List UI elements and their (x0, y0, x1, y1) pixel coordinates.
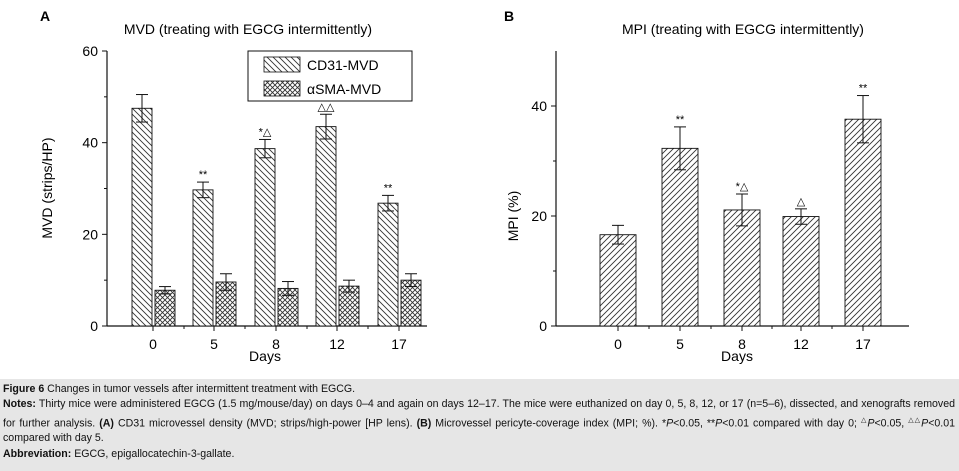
panel-b-y-label: MPI (%) (505, 191, 521, 242)
panel-a-y-label: MVD (strips/HP) (39, 137, 55, 238)
bar (782, 216, 820, 327)
x-tick-label: 8 (272, 336, 280, 352)
y-tick-label: 20 (531, 208, 547, 224)
significance-label: ** (199, 169, 208, 181)
significance-label: *△ (259, 126, 272, 138)
bar (599, 234, 637, 327)
bar (154, 289, 176, 327)
caption-sig-1-p: P (666, 417, 674, 430)
caption-sig-4-p: P (921, 417, 929, 430)
panel-a: A MVD (treating with EGCG intermittently… (39, 8, 427, 364)
x-tick-label: 8 (738, 336, 746, 352)
panel-b-x-label: Days (721, 348, 753, 364)
panel-a-legend: CD31-MVD αSMA-MVD (247, 50, 413, 102)
bar (254, 148, 276, 327)
x-tick-label: 0 (149, 336, 157, 352)
caption-sig-1: * (661, 417, 667, 430)
caption-sig-3-p: P (867, 417, 875, 430)
panel-b-letter: B (504, 8, 514, 24)
caption-figure-line: Figure 6 Changes in tumor vessels after … (3, 382, 955, 397)
figure-caption: Figure 6 Changes in tumor vessels after … (0, 379, 959, 471)
significance-label: *△ (736, 181, 749, 193)
panel-b-y-ticks: 0 20 40 (531, 98, 556, 334)
caption-sig-2-text: <0.01 compared with day 0; (722, 417, 861, 430)
bar (315, 126, 337, 327)
caption-sig-2-p: P (715, 417, 723, 430)
caption-sig-3-mark: △ (860, 416, 868, 424)
bar (131, 107, 153, 327)
significance-label: ** (676, 114, 685, 126)
caption-sig-4-text: <0.01 compared with day 5. (3, 417, 956, 445)
caption-sig-4-mark: △△ (908, 416, 922, 424)
x-tick-label: 0 (614, 336, 622, 352)
legend-swatch-cd31 (263, 56, 301, 73)
caption-figure-label: Figure 6 (3, 383, 45, 395)
significance-label: △ (797, 196, 806, 208)
y-tick-label: 0 (90, 318, 98, 334)
caption-panel-b-text: Microvessel pericyte-coverage index (MPI… (431, 417, 662, 430)
bar (661, 147, 699, 327)
legend-label-asma: αSMA-MVD (307, 81, 381, 97)
significance-label: △△ (318, 101, 335, 113)
caption-sig-1-text: <0.05, ** (673, 417, 716, 430)
legend-swatch-asma (263, 80, 301, 97)
legend-label-cd31: CD31-MVD (307, 57, 379, 73)
panel-a-letter: A (40, 8, 50, 24)
caption-notes: Notes: Thirty mice were administered EGC… (3, 397, 955, 446)
caption-panel-b-label: (B) (416, 417, 432, 430)
caption-notes-text: Thirty mice were administered EGCG (1.5 … (3, 398, 955, 430)
panel-a-x-label: Days (249, 348, 281, 364)
bar (723, 209, 761, 327)
panel-a-title: MVD (treating with EGCG intermittently) (124, 21, 372, 37)
panel-b-bars: ** *△ △ ** (599, 83, 882, 327)
panel-a-bars: ** *△ △△ ** (131, 94, 422, 327)
caption-sig-3-text: <0.05, (874, 417, 909, 430)
y-tick-label: 60 (82, 43, 98, 59)
bar (377, 202, 399, 327)
panel-a-y-ticks: 0 20 40 60 (82, 43, 107, 334)
significance-label: ** (384, 182, 393, 194)
panel-b-title: MPI (treating with EGCG intermittently) (622, 21, 864, 37)
bar (844, 118, 882, 327)
caption-notes-label: Notes: (3, 398, 36, 411)
x-tick-label: 17 (855, 336, 871, 352)
caption-abbreviation: Abbreviation: EGCG, epigallocatechin-3-g… (3, 447, 955, 462)
caption-abbrev-label: Abbreviation: (3, 447, 72, 460)
caption-panel-a-label: (A) (99, 417, 114, 430)
caption-figure-text: Changes in tumor vessels after intermitt… (44, 383, 356, 395)
x-tick-label: 12 (793, 336, 809, 352)
y-tick-label: 0 (539, 318, 547, 334)
panel-b: B MPI (treating with EGCG intermittently… (504, 8, 909, 364)
x-tick-label: 5 (210, 336, 218, 352)
figure: A MVD (treating with EGCG intermittently… (39, 8, 909, 364)
y-tick-label: 40 (531, 98, 547, 114)
y-tick-label: 20 (82, 226, 98, 242)
significance-label: ** (859, 83, 868, 95)
caption-abbrev-text: EGCG, epigallocatechin-3-gallate. (71, 447, 235, 460)
caption-panel-a-text: CD31 microvessel density (MVD; strips/hi… (113, 417, 417, 430)
x-tick-label: 12 (329, 336, 345, 352)
panel-b-x-ticks: 0 5 8 12 17 (614, 326, 871, 352)
panel-a-x-ticks: 0 5 8 12 17 (149, 326, 407, 352)
x-tick-label: 17 (391, 336, 407, 352)
y-tick-label: 40 (82, 135, 98, 151)
x-tick-label: 5 (676, 336, 684, 352)
bar (192, 189, 214, 327)
